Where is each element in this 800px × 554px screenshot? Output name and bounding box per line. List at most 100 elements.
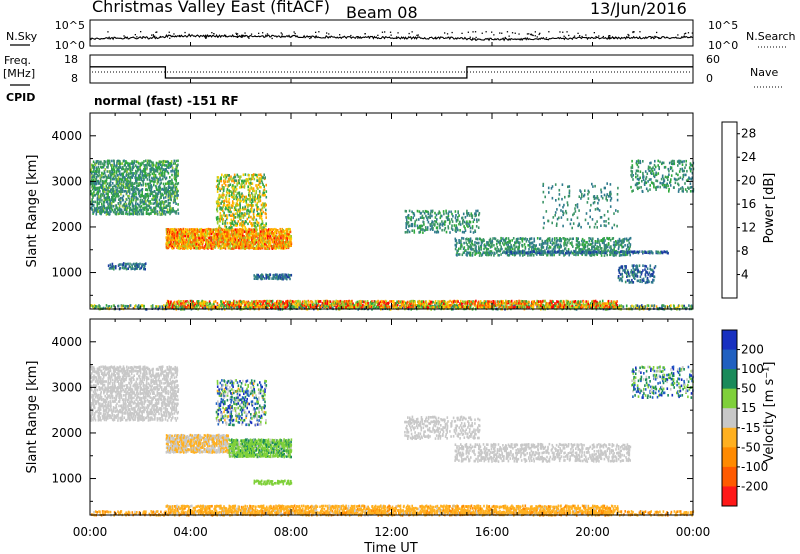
power-cell [219,211,222,215]
power-cell [143,174,145,177]
power-cell [598,307,601,310]
power-cell [117,208,119,212]
power-cell [177,212,180,215]
power-cell [95,180,98,183]
power-cell [138,192,141,195]
power-cell [532,304,535,307]
power-cell [580,300,582,303]
power-cell [162,163,164,167]
power-cell [238,304,240,307]
power-cell [101,210,104,213]
power-cell [303,302,306,305]
power-cell [158,210,161,214]
power-cell [219,226,222,230]
power-cell [135,195,137,199]
power-cell [114,184,116,188]
power-cell [285,245,288,248]
power-cell [449,304,451,307]
power-cell [370,302,372,305]
power-cell [224,222,227,225]
power-cell [514,305,517,309]
power-cell [270,237,273,240]
power-cell [557,302,560,306]
power-cell [171,228,173,231]
power-cell [159,169,162,173]
power-cell [265,190,268,193]
power-cell [223,238,226,241]
power-cell [242,216,245,219]
power-cell [92,186,95,190]
power-cell [329,300,332,304]
power-cell [144,196,146,199]
power-cell [371,302,373,305]
power-cell [612,303,614,307]
power-cell [155,305,158,309]
power-cell [124,189,127,193]
power-cell [266,234,268,237]
power-cell [443,300,446,303]
power-cell [125,184,127,188]
power-cell [227,228,230,232]
power-cell [127,164,130,167]
power-cell [688,304,690,307]
power-cell [117,177,119,181]
power-cell [265,203,267,207]
power-cell [101,202,103,205]
power-cell [136,184,138,188]
power-cell [448,300,450,304]
power-cell [134,212,136,215]
power-cell [151,198,153,201]
power-cell [147,173,150,177]
power-cell [122,212,125,216]
power-cell [268,299,271,303]
power-cell [142,211,144,214]
power-cell [559,306,562,310]
power-cell [559,302,562,306]
power-cell [169,230,171,233]
power-cell [230,239,232,242]
power-cell [481,301,483,305]
power-cell [222,235,224,238]
power-cell [243,238,246,241]
power-cell [220,176,222,179]
power-cell [125,174,127,177]
power-cell [186,230,189,233]
power-cell [121,205,124,208]
power-cell [125,166,128,169]
power-cell [222,246,225,249]
power-cell [338,300,340,303]
power-cell [239,238,241,241]
power-cell [167,160,170,164]
power-cell [115,182,118,186]
power-cell [282,302,284,305]
power-cell [129,162,131,166]
power-cell [148,178,151,182]
power-cell [251,246,254,250]
power-cell [258,237,260,240]
power-cell [137,188,140,191]
power-cell [91,182,93,185]
power-cell [280,230,282,233]
power-cell [173,307,176,310]
power-cell [287,234,290,238]
power-cell [280,305,282,308]
power-cell [673,306,675,310]
power-cell [122,167,125,171]
power-cell [268,242,271,246]
power-cell [418,299,421,303]
power-cell [573,305,575,309]
power-cell [131,186,134,189]
power-cell [210,243,212,246]
power-cell [289,243,291,246]
power-cell [513,306,515,309]
power-cell [225,200,228,203]
power-cell [274,233,276,236]
power-cell [221,246,223,250]
power-cell [164,160,167,164]
power-cell [152,177,154,181]
power-cell [228,203,230,207]
power-cell [318,300,320,303]
power-cell [205,230,208,234]
power-cell [246,217,249,221]
power-cell [129,172,132,175]
